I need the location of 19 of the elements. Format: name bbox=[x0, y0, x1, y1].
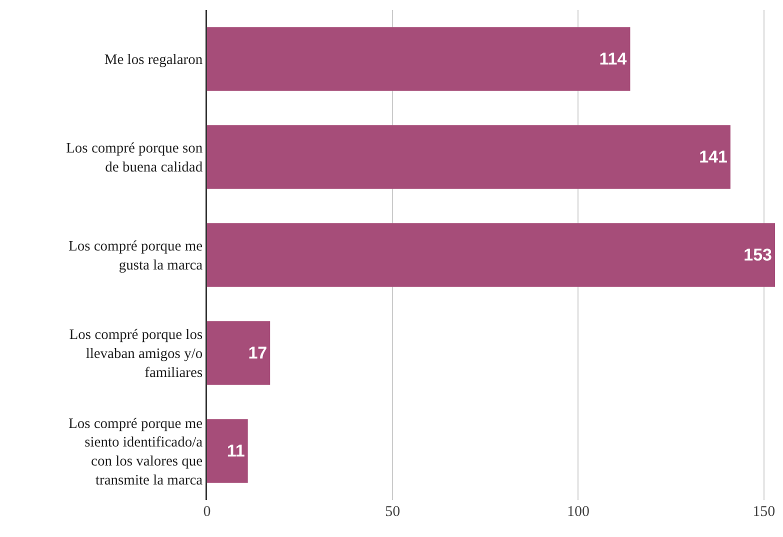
y-tick-label: Los compré porque son de buena calidad bbox=[66, 140, 204, 176]
y-tick-label: Los compré porque me gusta la marca bbox=[68, 238, 204, 274]
x-tick-label: 0 bbox=[203, 504, 211, 520]
data-label: 141 bbox=[699, 148, 728, 166]
y-tick-label: Los compré porque me siento identificado/a con los valores que transmite la marca bbox=[68, 416, 204, 488]
data-label: 17 bbox=[248, 344, 268, 362]
data-label: 11 bbox=[226, 442, 245, 460]
data-label: 153 bbox=[744, 246, 772, 264]
bar bbox=[207, 223, 775, 287]
x-tick-label: 100 bbox=[566, 504, 590, 520]
bar bbox=[207, 419, 248, 483]
bar bbox=[207, 321, 270, 385]
bar bbox=[207, 27, 630, 91]
x-tick-label: 150 bbox=[752, 504, 776, 520]
y-tick-label: Los compré porque los llevaban amigos y/o familiares bbox=[69, 327, 203, 381]
x-tick-label: 50 bbox=[385, 504, 400, 520]
bar bbox=[207, 125, 730, 189]
y-tick-label: Me los regalaron bbox=[104, 52, 204, 68]
data-label: 114 bbox=[599, 50, 628, 68]
